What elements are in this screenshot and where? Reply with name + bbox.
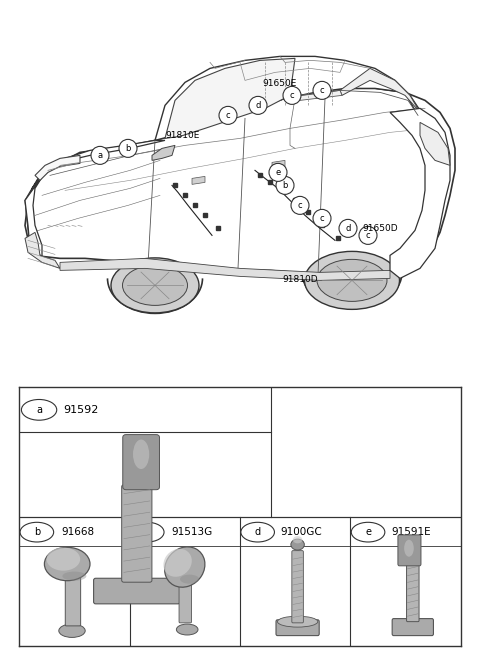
Text: e: e: [365, 527, 371, 537]
FancyBboxPatch shape: [123, 434, 159, 489]
Text: b: b: [282, 181, 288, 190]
Text: d: d: [345, 224, 351, 233]
Ellipse shape: [180, 575, 199, 584]
Ellipse shape: [47, 548, 80, 571]
Text: 91513G: 91513G: [171, 527, 213, 537]
Polygon shape: [340, 68, 420, 112]
Ellipse shape: [45, 547, 90, 581]
Circle shape: [219, 106, 237, 125]
FancyBboxPatch shape: [94, 579, 180, 604]
Text: c: c: [366, 231, 370, 240]
Ellipse shape: [59, 624, 85, 638]
Circle shape: [339, 219, 357, 237]
Circle shape: [351, 522, 385, 542]
Ellipse shape: [404, 540, 414, 557]
Text: c: c: [320, 214, 324, 223]
Ellipse shape: [291, 539, 304, 550]
Polygon shape: [300, 91, 342, 100]
Text: 91668: 91668: [61, 527, 94, 537]
Polygon shape: [390, 108, 450, 278]
Text: b: b: [34, 527, 40, 537]
Polygon shape: [25, 232, 60, 268]
Text: b: b: [125, 144, 131, 153]
Text: c: c: [298, 201, 302, 210]
Ellipse shape: [304, 251, 399, 310]
Text: 91592: 91592: [63, 405, 99, 415]
Polygon shape: [25, 89, 455, 278]
Circle shape: [119, 139, 137, 157]
Ellipse shape: [177, 624, 198, 635]
Text: c: c: [320, 86, 324, 95]
Text: e: e: [276, 168, 281, 177]
Circle shape: [20, 522, 54, 542]
Text: d: d: [255, 101, 261, 110]
FancyBboxPatch shape: [392, 619, 433, 636]
Text: c: c: [226, 111, 230, 120]
Polygon shape: [25, 173, 45, 256]
Polygon shape: [420, 123, 450, 165]
Text: 91591E: 91591E: [392, 527, 431, 537]
Ellipse shape: [163, 549, 192, 577]
Ellipse shape: [62, 571, 86, 581]
Circle shape: [269, 163, 287, 181]
Polygon shape: [272, 160, 285, 169]
FancyBboxPatch shape: [65, 575, 81, 626]
Text: 9100GC: 9100GC: [281, 527, 323, 537]
Ellipse shape: [317, 259, 387, 301]
FancyBboxPatch shape: [407, 562, 419, 622]
Polygon shape: [25, 140, 165, 249]
Text: c: c: [290, 91, 294, 100]
Text: a: a: [36, 405, 42, 415]
Polygon shape: [35, 155, 80, 180]
FancyBboxPatch shape: [276, 620, 319, 636]
FancyBboxPatch shape: [292, 550, 303, 623]
Circle shape: [359, 226, 377, 245]
Text: a: a: [97, 151, 103, 160]
Ellipse shape: [165, 547, 205, 587]
Polygon shape: [152, 146, 175, 160]
Circle shape: [291, 196, 309, 215]
Circle shape: [283, 87, 301, 104]
Ellipse shape: [277, 616, 318, 627]
FancyBboxPatch shape: [398, 535, 421, 566]
Text: 91650D: 91650D: [362, 224, 397, 233]
Text: c: c: [144, 527, 150, 537]
Circle shape: [313, 209, 331, 228]
Polygon shape: [155, 56, 425, 140]
Text: d: d: [254, 527, 261, 537]
Polygon shape: [60, 258, 390, 280]
Circle shape: [249, 96, 267, 114]
Polygon shape: [165, 58, 295, 138]
Ellipse shape: [133, 440, 149, 469]
Ellipse shape: [111, 258, 199, 313]
Circle shape: [241, 522, 275, 542]
FancyBboxPatch shape: [179, 572, 192, 623]
Text: 91810E: 91810E: [165, 131, 199, 140]
Circle shape: [91, 146, 109, 165]
Polygon shape: [192, 176, 205, 184]
Ellipse shape: [122, 266, 188, 306]
Text: 91810D: 91810D: [282, 276, 318, 285]
Circle shape: [313, 81, 331, 99]
Ellipse shape: [293, 536, 302, 543]
Circle shape: [276, 176, 294, 194]
Text: 91650E: 91650E: [263, 79, 297, 89]
FancyBboxPatch shape: [122, 485, 152, 583]
Circle shape: [131, 522, 164, 542]
Circle shape: [22, 400, 57, 420]
